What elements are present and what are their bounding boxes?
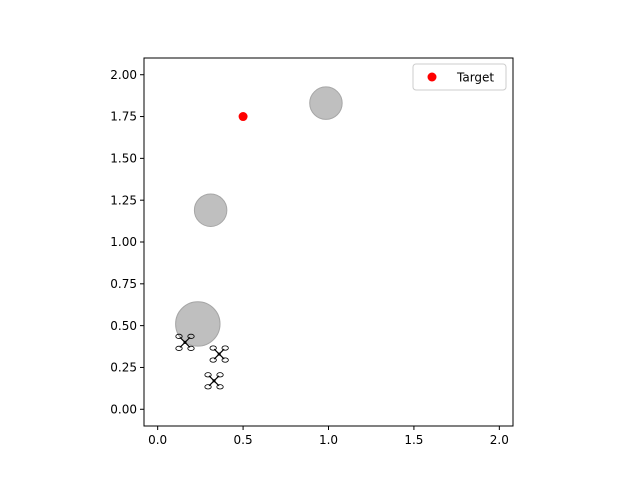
legend-marker-target — [427, 72, 437, 82]
obstacle-3 — [175, 301, 221, 347]
legend-box — [412, 63, 507, 91]
y-tick-label: 0.50 — [110, 319, 137, 333]
x-tick-label: 2.0 — [490, 433, 509, 447]
x-tick-label: 0.5 — [234, 433, 253, 447]
x-tick-label: 0.0 — [148, 433, 167, 447]
legend-label-target: Target — [456, 71, 494, 85]
y-tick-label: 1.50 — [110, 152, 137, 166]
y-tick-label: 1.75 — [110, 110, 137, 124]
plot-area: 0.0 0.5 1.0 1.5 2.0 0.00 0.25 0.50 0.75 1.00 1.25… — [110, 57, 514, 447]
target-point — [238, 112, 248, 122]
drone-2-quadcopter-icon — [209, 345, 229, 363]
x-axis-ticks: 0.0 0.5 1.0 1.5 2.0 — [148, 426, 509, 447]
y-tick-label: 0.25 — [110, 361, 137, 375]
x-tick-label: 1.0 — [319, 433, 338, 447]
y-axis-ticks: 0.00 0.25 0.50 0.75 1.00 1.25 1.50 1.75 2.00 — [110, 68, 144, 416]
drone-3-quadcopter-icon — [204, 372, 224, 390]
obstacle-1 — [309, 86, 343, 120]
obstacles-layer — [175, 86, 343, 347]
target-layer — [238, 112, 248, 122]
y-tick-label: 1.25 — [110, 193, 137, 207]
drones-layer — [175, 333, 229, 390]
y-tick-label: 2.00 — [110, 68, 137, 82]
y-tick-label: 0.75 — [110, 277, 137, 291]
obstacle-2 — [193, 193, 228, 227]
y-tick-label: 0.00 — [110, 402, 137, 416]
y-tick-label: 1.00 — [110, 235, 137, 249]
x-tick-label: 1.5 — [404, 433, 423, 447]
legend: Target — [412, 63, 507, 91]
drone-1-quadcopter-icon — [175, 333, 195, 351]
